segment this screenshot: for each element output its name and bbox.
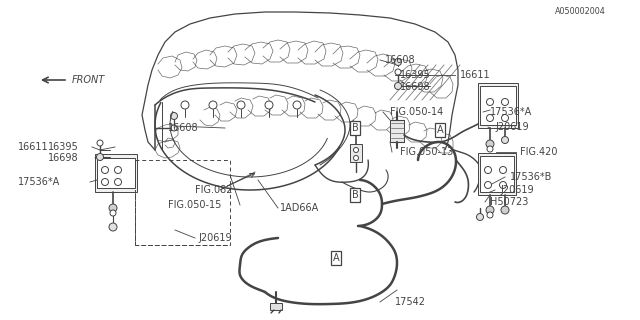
Circle shape: [115, 179, 122, 186]
Text: J20619: J20619: [500, 185, 534, 195]
Bar: [97, 158, 135, 188]
Circle shape: [487, 212, 493, 218]
Text: A: A: [333, 253, 339, 263]
Circle shape: [502, 99, 509, 106]
Circle shape: [486, 140, 494, 148]
Bar: [270, 303, 282, 310]
Circle shape: [486, 206, 494, 214]
Circle shape: [395, 69, 401, 75]
Circle shape: [502, 115, 509, 122]
Bar: [480, 156, 514, 192]
Circle shape: [102, 166, 109, 173]
Text: J20619: J20619: [495, 122, 529, 132]
Text: J20619: J20619: [198, 233, 232, 243]
Circle shape: [109, 223, 117, 231]
Circle shape: [237, 101, 245, 109]
Circle shape: [97, 140, 103, 146]
Circle shape: [487, 146, 493, 152]
Text: 1AD66A: 1AD66A: [280, 203, 319, 213]
Circle shape: [353, 148, 358, 153]
Text: H50723: H50723: [490, 197, 529, 207]
Bar: [390, 120, 404, 142]
Text: 16608: 16608: [385, 55, 415, 65]
Circle shape: [484, 166, 492, 173]
Bar: [350, 144, 362, 162]
Circle shape: [499, 181, 506, 188]
Text: A050002004: A050002004: [555, 7, 605, 17]
Circle shape: [502, 137, 509, 143]
Text: FRONT: FRONT: [72, 75, 105, 85]
Text: 16611: 16611: [460, 70, 491, 80]
Bar: [478, 153, 516, 195]
Text: FIG.050-14: FIG.050-14: [390, 107, 444, 117]
Text: 16395: 16395: [400, 70, 431, 80]
Polygon shape: [142, 12, 458, 150]
Text: 17536*A: 17536*A: [490, 107, 532, 117]
Text: FIG.050-13: FIG.050-13: [400, 147, 453, 157]
Circle shape: [115, 166, 122, 173]
Bar: [95, 154, 137, 192]
Bar: [478, 83, 518, 128]
Circle shape: [484, 181, 492, 188]
Text: 16698: 16698: [48, 153, 79, 163]
Text: A: A: [436, 125, 444, 135]
Text: 17542: 17542: [395, 297, 426, 307]
Circle shape: [477, 213, 483, 220]
Circle shape: [265, 101, 273, 109]
Circle shape: [394, 59, 401, 66]
Text: 17536*B: 17536*B: [510, 172, 552, 182]
Circle shape: [181, 101, 189, 109]
Text: FIG.082: FIG.082: [195, 185, 232, 195]
Circle shape: [486, 115, 493, 122]
Text: B: B: [351, 190, 358, 200]
Circle shape: [97, 154, 104, 161]
Circle shape: [293, 101, 301, 109]
Circle shape: [353, 156, 358, 161]
Circle shape: [209, 101, 217, 109]
Text: 16395: 16395: [48, 142, 79, 152]
Circle shape: [486, 99, 493, 106]
Circle shape: [501, 206, 509, 214]
Text: FIG.420: FIG.420: [520, 147, 557, 157]
Text: B: B: [351, 123, 358, 133]
Circle shape: [170, 113, 177, 119]
Text: 16698: 16698: [400, 82, 431, 92]
Bar: [480, 86, 516, 125]
Circle shape: [171, 125, 177, 131]
Text: 17536*A: 17536*A: [18, 177, 60, 187]
Circle shape: [109, 204, 117, 212]
Text: 16611: 16611: [18, 142, 49, 152]
Circle shape: [102, 179, 109, 186]
Circle shape: [499, 166, 506, 173]
Text: 16608: 16608: [168, 123, 198, 133]
Circle shape: [110, 210, 116, 216]
Text: FIG.050-15: FIG.050-15: [168, 200, 221, 210]
Bar: [135, 160, 230, 245]
Circle shape: [394, 83, 401, 90]
